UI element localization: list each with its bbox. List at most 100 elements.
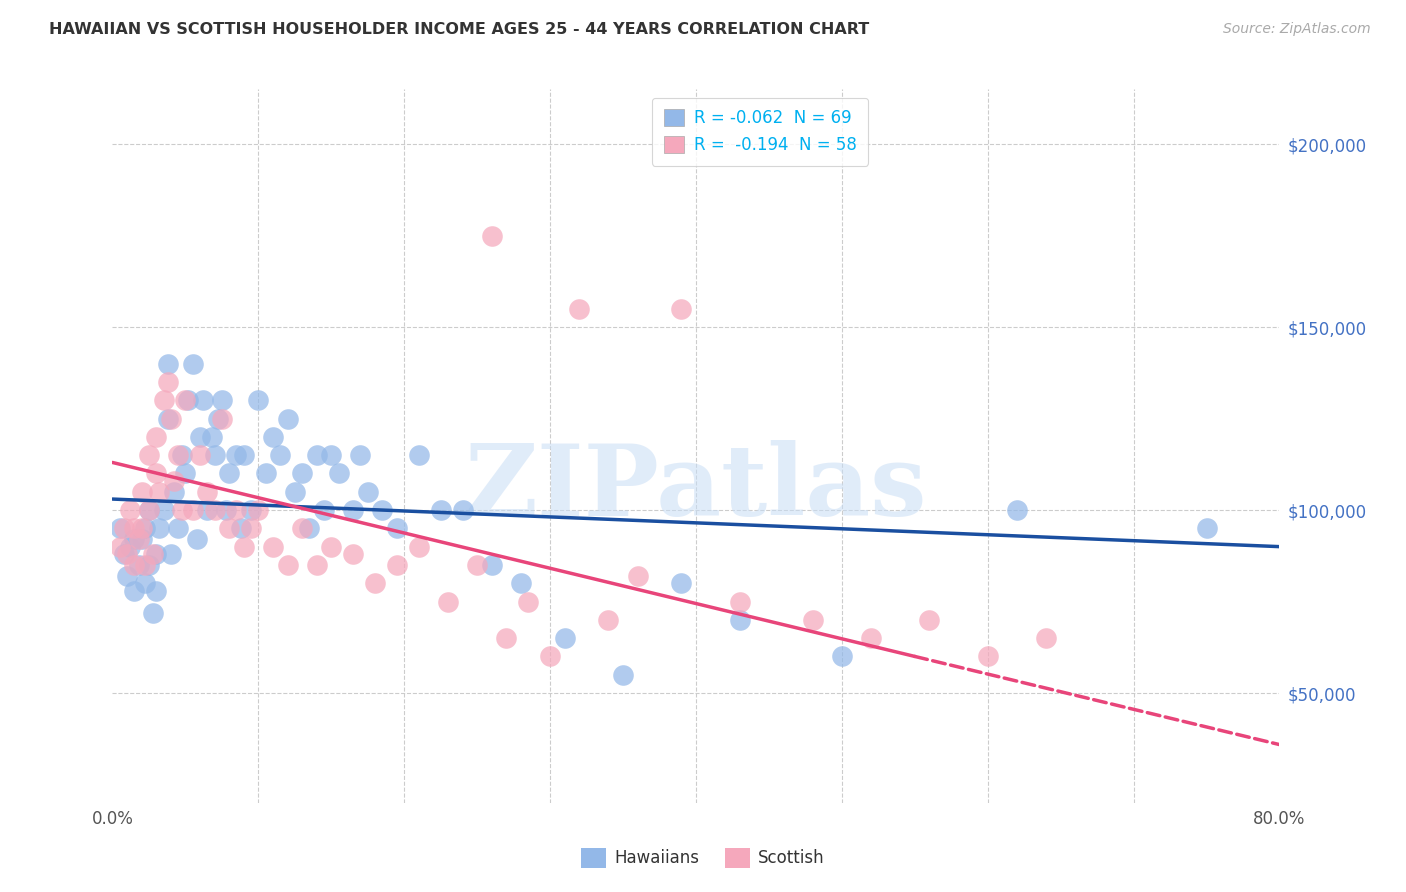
Point [163,484,186,499]
Text: HAWAIIAN VS SCOTTISH HOUSEHOLDER INCOME AGES 25 - 44 YEARS CORRELATION CHART: HAWAIIAN VS SCOTTISH HOUSEHOLDER INCOME … [49,22,869,37]
Point [112,521,135,535]
Point [342,503,364,517]
Point [181,503,204,517]
Point [124,558,146,572]
Point [408,540,430,554]
Point [451,503,474,517]
Point [195,484,218,499]
Point [1005,503,1028,517]
Point [232,448,254,462]
Point [671,576,693,591]
Point [385,521,408,535]
Point [131,484,153,499]
Point [495,631,517,645]
Point [145,583,167,598]
Point [321,448,343,462]
Point [134,521,156,535]
Point [218,467,240,481]
Point [342,547,364,561]
Point [612,667,634,681]
Text: Source: ZipAtlas.com: Source: ZipAtlas.com [1223,22,1371,37]
Point [191,393,214,408]
Point [201,430,224,444]
Point [831,649,853,664]
Point [232,540,254,554]
Point [115,569,138,583]
Point [145,467,167,481]
Point [142,547,165,561]
Point [156,411,179,425]
Point [118,540,141,554]
Text: ZIPatlas: ZIPatlas [465,441,927,537]
Point [181,357,204,371]
Point [517,594,540,608]
Point [152,503,174,517]
Point [728,594,751,608]
Point [156,357,179,371]
Point [859,631,883,645]
Point [204,503,226,517]
Point [385,558,408,572]
Point [188,448,211,462]
Point [247,393,270,408]
Point [371,503,394,517]
Point [174,393,197,408]
Point [429,503,451,517]
Point [349,448,371,462]
Point [465,558,488,572]
Point [554,631,576,645]
Point [262,430,284,444]
Point [138,503,160,517]
Point [156,375,179,389]
Point [174,467,197,481]
Point [124,583,146,598]
Point [481,558,503,572]
Point [112,547,135,561]
Point [254,467,277,481]
Point [124,521,146,535]
Point [215,503,238,517]
Point [145,430,167,444]
Point [240,503,263,517]
Point [172,448,194,462]
Point [186,533,208,547]
Point [160,411,183,425]
Point [328,467,350,481]
Point [298,521,321,535]
Point [408,448,430,462]
Point [269,448,291,462]
Point [437,594,460,608]
Point [364,576,387,591]
Point [976,649,998,664]
Point [163,474,186,488]
Point [207,411,229,425]
Point [240,521,263,535]
Point [291,467,314,481]
Point [148,521,170,535]
Point [124,533,146,547]
Point [108,521,131,535]
Point [305,558,328,572]
Point [284,484,307,499]
Point [167,521,190,535]
Legend: Hawaiians, Scottish: Hawaiians, Scottish [575,841,831,875]
Point [204,448,226,462]
Point [291,521,314,535]
Point [188,430,211,444]
Point [145,547,167,561]
Point [211,393,233,408]
Point [509,576,531,591]
Point [138,503,160,517]
Point [357,484,380,499]
Point [671,301,693,316]
Point [115,547,138,561]
Point [211,411,233,425]
Point [131,533,153,547]
Legend: R = -0.062  N = 69, R =  -0.194  N = 58: R = -0.062 N = 69, R = -0.194 N = 58 [652,97,869,166]
Point [134,558,156,572]
Point [1195,521,1218,535]
Point [626,569,648,583]
Point [247,503,270,517]
Point [225,448,247,462]
Point [312,503,335,517]
